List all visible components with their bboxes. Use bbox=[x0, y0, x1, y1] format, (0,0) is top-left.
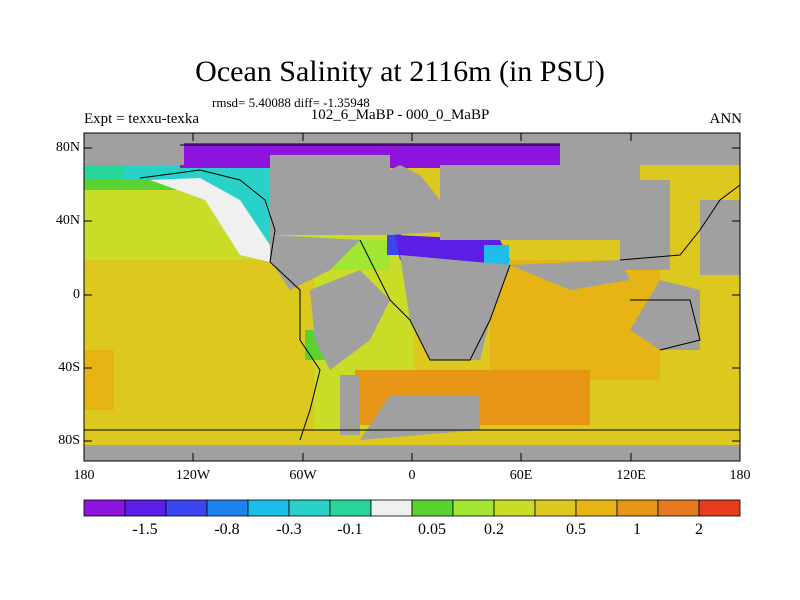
colorbar-swatch bbox=[493, 499, 536, 517]
season-label: ANN bbox=[709, 111, 743, 127]
ocean-patch bbox=[84, 350, 114, 410]
colorbar-label: 0.05 bbox=[418, 521, 446, 538]
colorbar-swatch bbox=[575, 499, 618, 517]
map-field bbox=[84, 133, 740, 461]
colorbar-label: -0.3 bbox=[276, 521, 302, 538]
colorbar-label: -1.5 bbox=[132, 521, 158, 538]
colorbar-swatch bbox=[288, 499, 331, 517]
colorbar-swatch bbox=[247, 499, 290, 517]
lon-label-60w: 60W bbox=[289, 468, 317, 483]
colorbar-swatch bbox=[206, 499, 249, 517]
colorbar-swatch bbox=[124, 499, 167, 517]
colorbar-swatch bbox=[534, 499, 577, 517]
lat-label-80s: 80S bbox=[58, 433, 80, 448]
colorbar-swatch bbox=[370, 499, 413, 517]
colorbar-label: 0.2 bbox=[484, 521, 504, 538]
lat-label-0: 0 bbox=[73, 287, 80, 302]
rmsd-diff-stats: rmsd= 5.40088 diff= -1.35948 bbox=[212, 95, 370, 110]
colorbar-swatch bbox=[411, 499, 454, 517]
ocean-north-pacific-white bbox=[150, 178, 270, 262]
colorbar-swatch bbox=[83, 499, 126, 517]
lat-label-80n: 80N bbox=[55, 140, 80, 155]
plot-title: Ocean Salinity at 2116m (in PSU) bbox=[195, 55, 605, 88]
colorbar bbox=[83, 499, 741, 517]
ocean-north-pacific-cyan bbox=[84, 160, 270, 255]
lat-label-40n: 40N bbox=[55, 213, 80, 228]
lon-label-180e: 180 bbox=[729, 468, 751, 483]
colorbar-label: 2 bbox=[695, 521, 703, 538]
colorbar-swatch bbox=[329, 499, 372, 517]
colorbar-label: 1 bbox=[633, 521, 641, 538]
colorbar-swatch bbox=[657, 499, 700, 517]
lon-ticks bbox=[192, 133, 632, 461]
period-subtitle: 102_6_MaBP - 000_0_MaBP bbox=[310, 107, 490, 123]
colorbar-label: -0.1 bbox=[337, 521, 363, 538]
lat-ticks bbox=[84, 147, 740, 442]
ocean-south-pacific-field bbox=[84, 260, 314, 430]
colorbar-swatch bbox=[165, 499, 208, 517]
colorbar-swatch bbox=[698, 499, 741, 517]
lon-label-120e: 120E bbox=[616, 468, 646, 483]
experiment-label: Expt = texxu-texka bbox=[84, 111, 200, 127]
ocean-tethys-cyan bbox=[484, 245, 509, 265]
lon-label-60e: 60E bbox=[509, 468, 533, 483]
colorbar-label: 0.5 bbox=[566, 521, 586, 538]
lon-label-120w: 120W bbox=[175, 468, 211, 483]
lat-label-40s: 40S bbox=[58, 360, 80, 375]
lon-label-0: 0 bbox=[408, 468, 416, 483]
lon-label-180w: 180 bbox=[73, 468, 95, 483]
colorbar-label: -0.8 bbox=[214, 521, 240, 538]
coastlines bbox=[84, 144, 740, 441]
colorbar-swatch bbox=[452, 499, 495, 517]
colorbar-swatch bbox=[616, 499, 659, 517]
